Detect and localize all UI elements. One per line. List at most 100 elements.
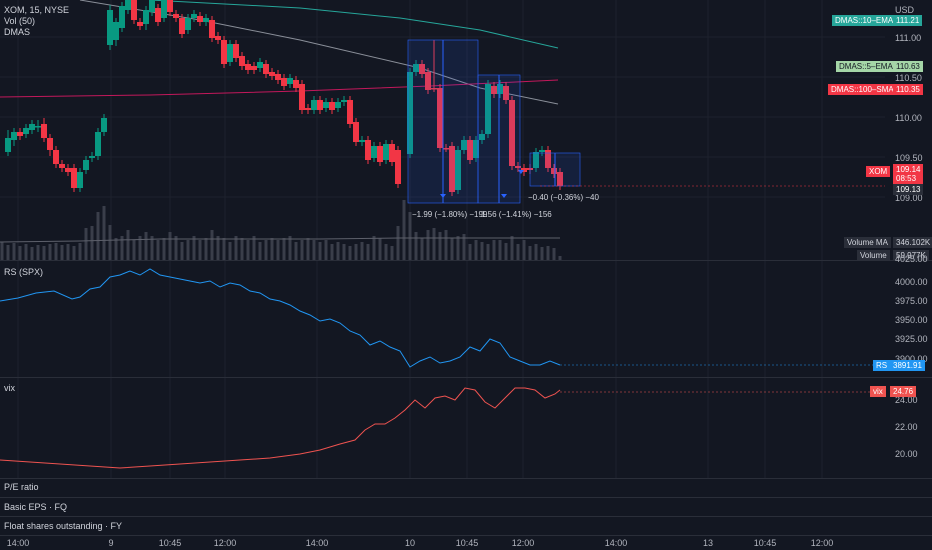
candle-body xyxy=(455,150,461,190)
vix-tag-name: vix xyxy=(870,386,886,397)
dmas-legend[interactable]: DMAS xyxy=(4,27,31,37)
candle-body xyxy=(353,122,359,142)
candle-body xyxy=(179,18,185,34)
price-pane[interactable]: XOM, 15, NYSE Vol (50) DMAS USD 111.00 1… xyxy=(0,0,932,261)
candle-body xyxy=(419,64,425,74)
candle-body xyxy=(53,150,59,164)
volume-bar xyxy=(84,228,88,260)
volume-bar xyxy=(144,232,148,260)
candle-body xyxy=(5,138,11,152)
sma100-tag-name: DMAS::100–SMA xyxy=(828,84,897,95)
time-label: 10 xyxy=(404,538,416,548)
measure-arrowhead xyxy=(440,194,446,198)
pane-separator[interactable] xyxy=(0,260,932,261)
volume-bar xyxy=(312,240,316,260)
volume-bar xyxy=(378,238,382,260)
float-shares-legend[interactable]: Float shares outstanding · FY xyxy=(4,521,123,531)
vix-legend[interactable]: vix xyxy=(4,383,15,393)
candle-body xyxy=(161,0,167,18)
measure-label[interactable]: −1.99 (−1.80%) −199 xyxy=(412,210,488,219)
pane-separator[interactable] xyxy=(0,497,932,498)
rs-tick: 4000.00 xyxy=(895,277,928,287)
basic-eps-legend[interactable]: Basic EPS · FQ xyxy=(4,502,68,512)
time-label: 9 xyxy=(108,538,114,548)
volume-bar xyxy=(474,240,478,260)
rs-tick: 3925.00 xyxy=(895,334,928,344)
volume-bar xyxy=(168,232,172,260)
candle-body xyxy=(407,72,413,154)
volume-bar xyxy=(462,234,466,260)
candle-body xyxy=(437,88,443,148)
candle-body xyxy=(275,74,281,80)
candle-body xyxy=(287,78,293,84)
measure-label[interactable]: −0.40 (−0.36%) −40 xyxy=(528,193,599,202)
candle-body xyxy=(383,144,389,160)
volume-bar xyxy=(12,243,16,260)
candle-body xyxy=(257,62,263,68)
time-label: 14:00 xyxy=(305,538,329,548)
candle-body xyxy=(539,150,545,152)
volume-bar xyxy=(264,240,268,260)
volume-bar xyxy=(54,243,58,260)
volume-bar xyxy=(444,230,448,260)
candle-body xyxy=(269,72,275,76)
volume-bar xyxy=(60,245,64,260)
volume-bar xyxy=(228,242,232,260)
time-label: 12:00 xyxy=(213,538,237,548)
ema5-tag-name: DMAS::5–EMA xyxy=(836,61,896,72)
candle-body xyxy=(329,102,335,110)
candle-body xyxy=(89,156,95,158)
volume-bar xyxy=(126,230,130,260)
rs-line xyxy=(0,268,561,368)
rs-tick: 3900.00 xyxy=(895,354,928,364)
volume-bar xyxy=(222,238,226,260)
volume-bar xyxy=(198,240,202,260)
vix-tick: 20.00 xyxy=(895,449,918,459)
measure-arrowhead xyxy=(518,170,524,174)
candle-body xyxy=(215,36,221,40)
volume-bar xyxy=(432,228,436,260)
volume-ma-line xyxy=(0,237,560,243)
volume-bar xyxy=(504,243,508,260)
candle-body xyxy=(515,166,521,168)
candle-body xyxy=(509,100,515,166)
rs-pane[interactable]: RS (SPX) 4025.00 4000.00 3975.00 3950.00… xyxy=(0,254,932,378)
candle-body xyxy=(377,146,383,162)
measure-label[interactable]: 1.56 (−1.41%) −156 xyxy=(481,210,552,219)
candle-body xyxy=(533,152,539,168)
vix-chart[interactable] xyxy=(0,378,932,478)
time-label: 14:00 xyxy=(6,538,30,548)
volume-bar xyxy=(318,242,322,260)
pe-ratio-legend[interactable]: P/E ratio xyxy=(4,482,39,492)
volume-bar xyxy=(162,238,166,260)
vix-pane[interactable]: vix 24.00 22.00 20.00 vix 24.76 xyxy=(0,378,932,478)
time-label: 10:45 xyxy=(455,538,479,548)
price-chart[interactable] xyxy=(0,0,932,260)
pane-separator[interactable] xyxy=(0,478,932,479)
volume-tag-name: Volume xyxy=(857,250,890,261)
time-label: 10:45 xyxy=(158,538,182,548)
volume-bar xyxy=(66,244,70,260)
volume-bar xyxy=(540,247,544,260)
volume-bar xyxy=(156,240,160,260)
rs-chart[interactable] xyxy=(0,261,932,378)
rs-tag-name: RS xyxy=(873,360,891,371)
time-axis-separator xyxy=(0,535,932,536)
volume-legend[interactable]: Vol (50) xyxy=(4,16,36,26)
pane-separator[interactable] xyxy=(0,516,932,517)
price-tick: 111.00 xyxy=(895,33,922,43)
ema10-tag-value: 111.21 xyxy=(893,15,923,26)
volume-bar xyxy=(216,236,220,260)
symbol-legend[interactable]: XOM, 15, NYSE xyxy=(4,5,70,15)
volume-bar xyxy=(372,236,376,260)
ema10-line xyxy=(149,0,559,49)
candle-body xyxy=(473,140,479,158)
candle-body xyxy=(263,64,269,74)
volume-bar xyxy=(468,244,472,260)
pane-separator[interactable] xyxy=(0,377,932,378)
volume-bar xyxy=(48,244,52,260)
volume-bar xyxy=(492,240,496,260)
rs-legend[interactable]: RS (SPX) xyxy=(4,267,44,277)
candle-body xyxy=(335,102,341,108)
candle-body xyxy=(293,80,299,88)
